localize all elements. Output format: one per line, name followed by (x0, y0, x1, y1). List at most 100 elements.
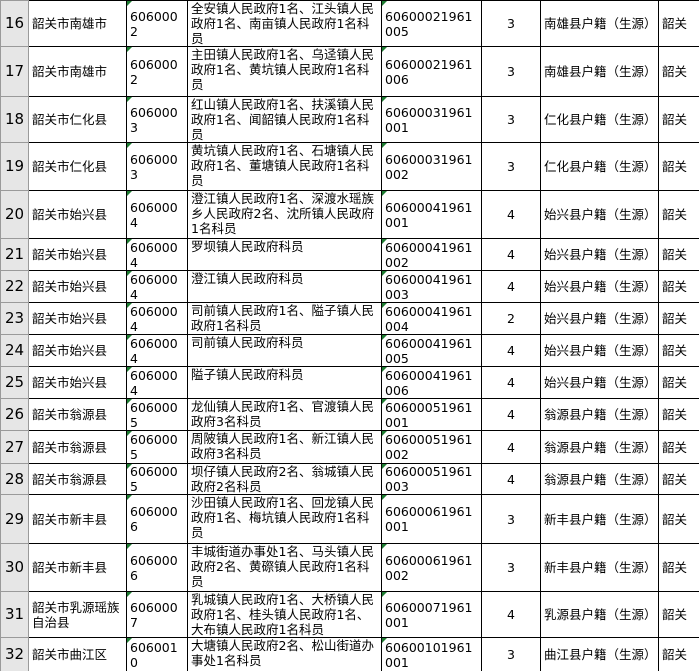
cell-text: 始兴县户籍（生源） (544, 279, 655, 294)
unit-code: 6060004 (126, 238, 188, 271)
headcount: 4 (481, 398, 541, 431)
cell-text: 韶关 (662, 375, 688, 390)
unit-code: 6060004 (126, 190, 188, 239)
cell-text: 翁源县户籍（生源） (544, 407, 655, 422)
region: 韶关市仁化县 (28, 96, 127, 143)
region: 韶关市始兴县 (28, 366, 127, 399)
cell-text: 6060003 (130, 151, 178, 182)
cell-text: 2 (507, 311, 515, 326)
cell-text: 坝仔镇人民政府2名、翁城镇人民政府2名科员 (191, 464, 374, 494)
household-req: 新丰县户籍（生源） (540, 543, 659, 592)
position-desc: 丰城街道办事处1名、马头镇人民政府2名、黄磜镇人民政府1名科员 (187, 543, 382, 592)
cell-text: 6060004 (130, 303, 178, 334)
cell-text: 红山镇人民政府1名、扶溪镇人民政府1名、闻韶镇人民政府1名科员 (191, 97, 374, 142)
cell-text: 韶关 (662, 343, 688, 358)
cell-text: 60600021961006 (385, 56, 473, 87)
headcount: 4 (481, 334, 541, 367)
cell-text: 19 (4, 159, 25, 174)
position-code: 60600031961001 (381, 96, 482, 143)
position-code: 60600051961002 (381, 430, 482, 464)
cell-text: 4 (507, 375, 515, 390)
cell-text: 22 (4, 279, 25, 294)
city: 韶关 (658, 238, 699, 271)
cell-text: 韶关市仁化县 (32, 159, 108, 174)
cell-text: 60600041961005 (385, 335, 473, 366)
cell-text: 27 (4, 439, 25, 455)
city: 韶关 (658, 366, 699, 399)
cell-text: 韶关 (662, 159, 688, 174)
city: 韶关 (658, 142, 699, 191)
cell-text: 4 (507, 407, 515, 422)
region: 韶关市翁源县 (28, 398, 127, 431)
cell-text: 4 (507, 343, 515, 358)
headcount: 3 (481, 142, 541, 191)
region: 韶关市始兴县 (28, 302, 127, 335)
household-req: 仁化县户籍（生源） (540, 96, 659, 143)
row: 16 韶关市南雄市 6060002 全安镇人民政府1名、江头镇人民政府1名、南亩镇人民… (0, 0, 699, 47)
cell-text: 韶关 (662, 112, 688, 127)
position-code: 60600041961004 (381, 302, 482, 335)
cell-text: 6060004 (130, 271, 178, 302)
cell-text: 29 (4, 511, 25, 527)
cell-text: 4 (507, 439, 515, 455)
cell-text: 韶关市始兴县 (32, 247, 108, 262)
cell-text: 4 (507, 471, 515, 487)
cell-text: 6060004 (130, 367, 178, 398)
household-req: 乳源县户籍（生源） (540, 591, 659, 638)
cell-text: 60600031961002 (385, 151, 473, 182)
position-code: 60600061961002 (381, 543, 482, 592)
cell-text: 韶关 (662, 64, 688, 79)
cell-text: 6060007 (130, 599, 178, 630)
city: 韶关 (658, 96, 699, 143)
cell-text: 韶关 (662, 471, 688, 487)
cell-text: 大塘镇人民政府2名、松山街道办事处1名科员 (191, 638, 374, 669)
row: 32 韶关市曲江区 6060010 大塘镇人民政府2名、松山街道办事处1名科员 6060… (0, 637, 699, 671)
cell-text: 3 (507, 511, 515, 527)
position-desc: 司前镇人民政府科员 (187, 334, 382, 367)
city: 韶关 (658, 334, 699, 367)
headcount: 3 (481, 96, 541, 143)
unit-code: 6060004 (126, 366, 188, 399)
cell-text: 32 (4, 647, 25, 662)
cell-text: 6060005 (130, 432, 178, 462)
cell-text: 60600041961006 (385, 367, 473, 398)
cell-text: 仁化县户籍（生源） (544, 159, 655, 174)
cell-text: 韶关市翁源县 (32, 439, 108, 455)
row-number: 32 (0, 637, 29, 671)
region: 韶关市南雄市 (28, 0, 127, 47)
household-req: 始兴县户籍（生源） (540, 334, 659, 367)
city: 韶关 (658, 463, 699, 495)
cell-text: 韶关市曲江区 (32, 647, 108, 662)
cell-text: 黄坑镇人民政府1名、石塘镇人民政府1名、董塘镇人民政府1名科员 (191, 143, 374, 189)
cell-text: 韶关 (662, 311, 688, 326)
cell-text: 始兴县户籍（生源） (544, 207, 655, 222)
unit-code: 6060003 (126, 142, 188, 191)
city: 韶关 (658, 591, 699, 638)
headcount: 3 (481, 543, 541, 592)
row-number: 18 (0, 96, 29, 143)
position-code: 60600101961001 (381, 637, 482, 671)
position-desc: 周陂镇人民政府1名、新江镇人民政府3名科员 (187, 430, 382, 464)
unit-code: 6060005 (126, 398, 188, 431)
cell-text: 6060003 (130, 104, 178, 135)
cell-text: 6060004 (130, 239, 178, 270)
household-req: 始兴县户籍（生源） (540, 270, 659, 303)
position-code: 60600051961001 (381, 398, 482, 431)
household-req: 翁源县户籍（生源） (540, 463, 659, 495)
row-number: 23 (0, 302, 29, 335)
household-req: 始兴县户籍（生源） (540, 238, 659, 271)
cell-text: 6060005 (130, 399, 178, 430)
cell-text: 周陂镇人民政府1名、新江镇人民政府3名科员 (191, 431, 374, 462)
cell-text: 翁源县户籍（生源） (544, 471, 655, 487)
household-req: 南雄县户籍（生源） (540, 0, 659, 47)
row: 22 韶关市始兴县 6060004 澄江镇人民政府科员 60600041961003 4 始… (0, 270, 699, 303)
city: 韶关 (658, 637, 699, 671)
cell-text: 曲江县户籍（生源） (544, 647, 655, 662)
row-number: 25 (0, 366, 29, 399)
cell-text: 南雄县户籍（生源） (544, 16, 655, 31)
cell-text: 23 (4, 311, 25, 326)
position-desc: 坝仔镇人民政府2名、翁城镇人民政府2名科员 (187, 463, 382, 495)
cell-text: 4 (507, 279, 515, 294)
